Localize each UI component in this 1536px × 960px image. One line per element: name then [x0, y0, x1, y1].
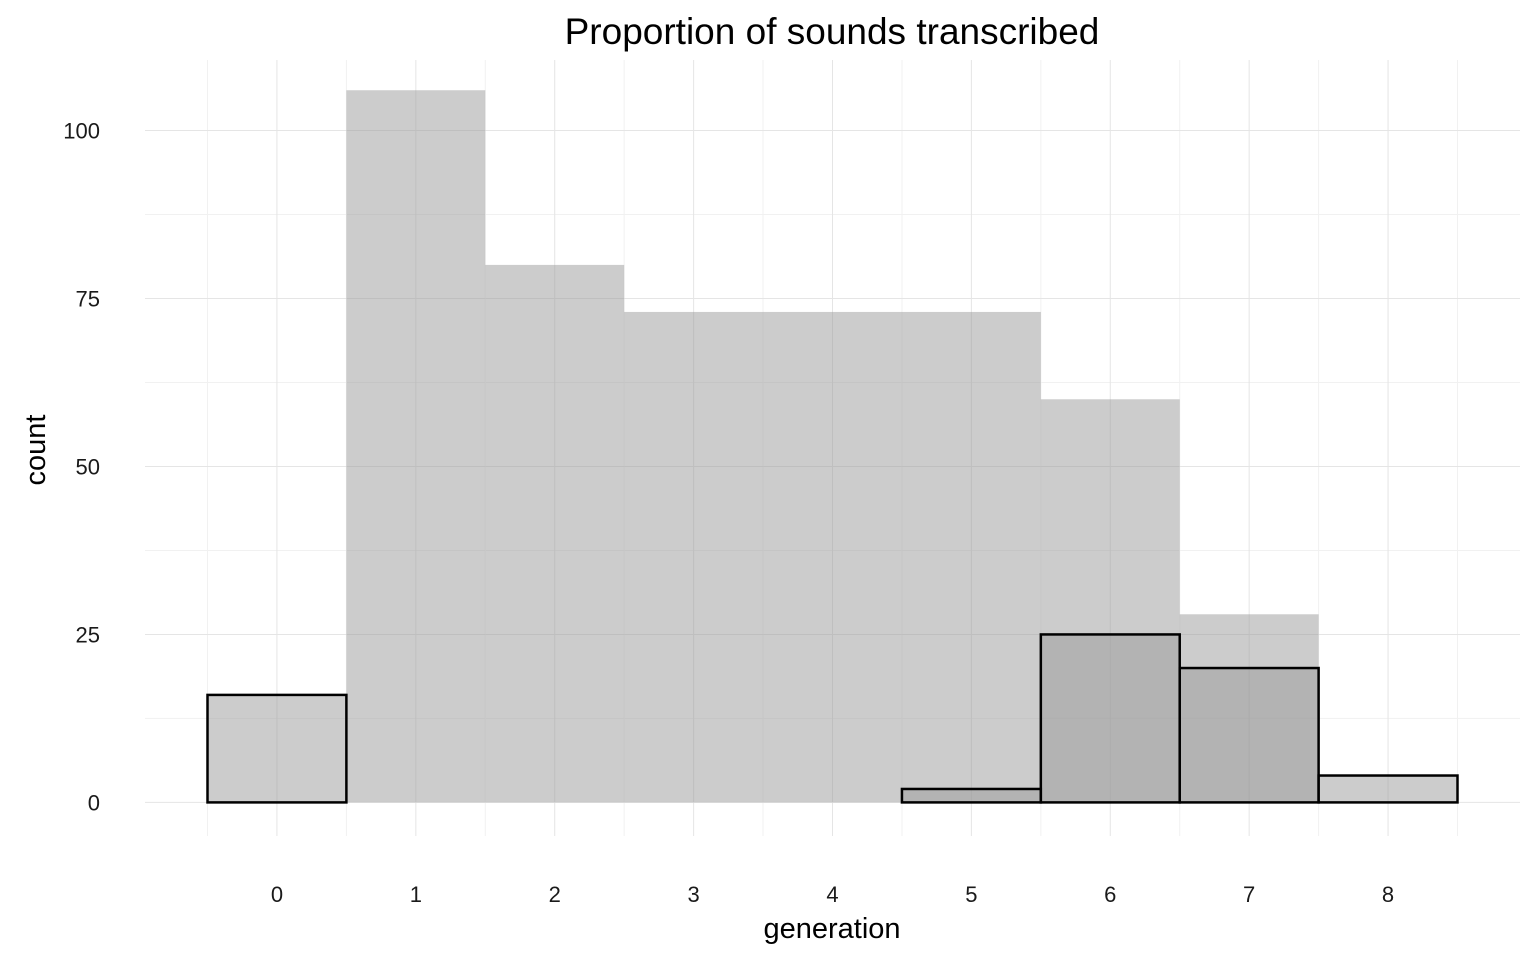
- x-axis-title: generation: [763, 913, 900, 945]
- bar-outlined-0: [206, 693, 348, 804]
- x-tick-labels: 0 1 2 3 4 5 6 7 8: [271, 882, 1394, 907]
- bar-filled-2: [485, 264, 625, 803]
- x-tick-label: 3: [687, 882, 699, 907]
- y-tick-label: 25: [76, 622, 100, 647]
- x-tick-label: 2: [549, 882, 561, 907]
- bar-filled-1: [346, 90, 486, 803]
- bar-filled-5: [901, 311, 1041, 803]
- x-tick-label: 1: [410, 882, 422, 907]
- bar-filled-4: [763, 311, 902, 803]
- y-tick-label: 0: [88, 790, 100, 815]
- bar-outlined-7: [1178, 666, 1320, 804]
- x-tick-label: 4: [826, 882, 838, 907]
- y-tick-label: 75: [76, 287, 100, 312]
- y-axis-title: count: [20, 415, 52, 486]
- y-tick-label: 50: [76, 454, 100, 479]
- bar-outlined-6: [1039, 633, 1181, 804]
- x-tick-label: 8: [1382, 882, 1394, 907]
- y-tick-labels: 0 25 50 75 100: [63, 119, 100, 816]
- x-tick-label: 7: [1243, 882, 1255, 907]
- x-tick-label: 6: [1104, 882, 1116, 907]
- chart-title: Proportion of sounds transcribed: [565, 11, 1100, 52]
- outlined-bars: [206, 633, 1459, 804]
- x-tick-label: 5: [965, 882, 977, 907]
- y-tick-label: 100: [63, 119, 100, 144]
- bar-filled-3: [624, 311, 764, 803]
- bar-outlined-5: [900, 787, 1043, 804]
- bar-outlined-8: [1317, 774, 1459, 804]
- x-tick-label: 0: [271, 882, 283, 907]
